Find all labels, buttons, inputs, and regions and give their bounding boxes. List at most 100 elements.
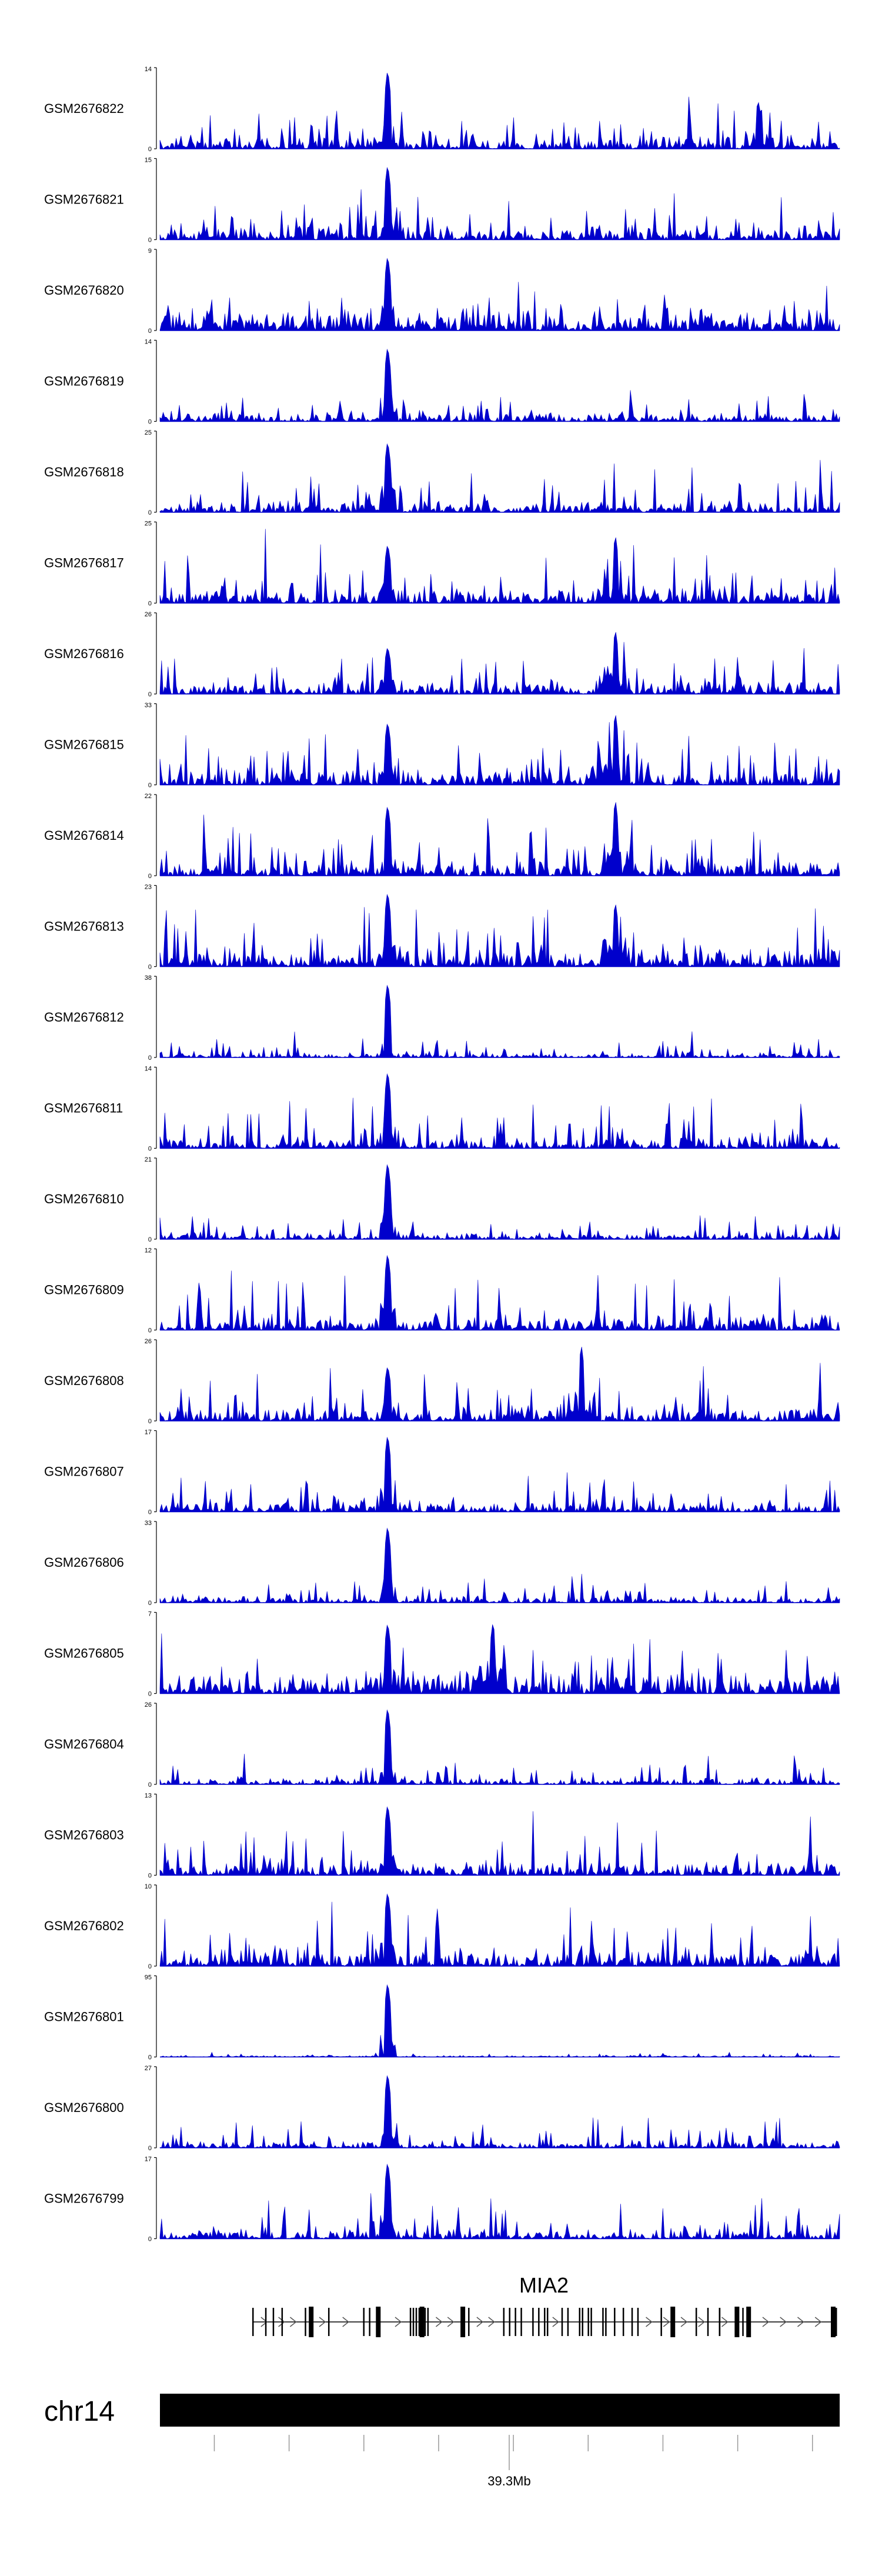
track-GSM2676805: GSM2676805 7 0 [44, 1611, 840, 1698]
track-label: GSM2676811 [44, 1101, 123, 1116]
y-min-label: 0 [148, 691, 152, 698]
gene-exon [719, 2308, 721, 2336]
gene-track: MIA2 [252, 2273, 837, 2337]
track-label: GSM2676807 [44, 1464, 124, 1479]
chromosome-bar [160, 2394, 840, 2427]
y-max-label: 26 [145, 1701, 152, 1709]
track-GSM2676799: GSM2676799 17 0 [44, 2156, 840, 2243]
gene-exon [567, 2308, 569, 2336]
y-min-label: 0 [148, 1418, 152, 1425]
gene-exon-thick [670, 2307, 676, 2337]
y-max-label: 27 [145, 2065, 152, 2072]
chromosome-ideogram: chr14 39.3Mb [44, 2394, 840, 2488]
y-min-label: 0 [148, 1873, 152, 1880]
signal-area [159, 802, 840, 877]
signal-area [159, 893, 840, 967]
y-min-label: 0 [148, 1691, 152, 1698]
y-min-label: 0 [148, 1236, 152, 1243]
signal-area [159, 1527, 840, 1603]
y-max-label: 14 [145, 1066, 152, 1073]
gene-exon [587, 2308, 589, 2336]
chromosome-label: chr14 [44, 2396, 115, 2427]
gene-exon [532, 2308, 534, 2336]
y-min-label: 0 [148, 2054, 152, 2061]
y-min-label: 0 [148, 1146, 152, 1153]
gene-exon [622, 2308, 624, 2336]
y-min-label: 0 [148, 237, 152, 244]
signal-area [159, 443, 840, 513]
y-min-label: 0 [148, 2236, 152, 2243]
strand-arrow [646, 2317, 653, 2327]
track-GSM2676821: GSM2676821 15 0 [44, 157, 840, 244]
gene-exon [695, 2308, 697, 2336]
gene-exon [418, 2308, 420, 2336]
gene-exon [546, 2308, 549, 2336]
track-label: GSM2676800 [44, 2100, 124, 2115]
gene-exon [363, 2308, 365, 2336]
track-GSM2676804: GSM2676804 26 0 [44, 1701, 840, 1788]
track-label: GSM2676805 [44, 1646, 124, 1661]
y-max-label: 33 [145, 702, 152, 709]
y-min-label: 0 [148, 146, 152, 153]
gene-exon-thick [419, 2307, 425, 2337]
y-max-label: 38 [145, 975, 152, 982]
y-max-label: 26 [145, 611, 152, 618]
track-label: GSM2676806 [44, 1555, 124, 1570]
gene-exon [707, 2308, 709, 2336]
track-GSM2676822: GSM2676822 14 0 [44, 66, 840, 153]
track-label: GSM2676812 [44, 1010, 124, 1025]
strand-arrow [552, 2317, 560, 2327]
y-min-label: 0 [148, 1600, 152, 1607]
track-GSM2676810: GSM2676810 21 0 [44, 1156, 840, 1243]
track-label: GSM2676809 [44, 1283, 124, 1297]
y-max-label: 14 [145, 66, 152, 73]
track-GSM2676814: GSM2676814 22 0 [44, 793, 840, 880]
gene-exon [503, 2308, 505, 2336]
track-GSM2676817: GSM2676817 25 0 [44, 520, 840, 608]
gene-exon [520, 2308, 522, 2336]
track-label: GSM2676818 [44, 465, 124, 479]
gene-exon [409, 2308, 412, 2336]
track-label: GSM2676803 [44, 1828, 124, 1843]
y-min-label: 0 [148, 600, 152, 608]
y-max-label: 17 [145, 2156, 152, 2163]
track-label: GSM2676814 [44, 828, 124, 843]
gene-exon [328, 2308, 330, 2336]
y-max-label: 25 [145, 429, 152, 436]
y-max-label: 17 [145, 1429, 152, 1436]
signal-area [159, 1624, 840, 1694]
y-max-label: 13 [145, 1793, 152, 1800]
gene-exon-thick [734, 2307, 740, 2337]
y-max-label: 23 [145, 884, 152, 891]
gene-exon [468, 2308, 470, 2336]
gene-exon [509, 2308, 510, 2336]
strand-arrow [319, 2317, 326, 2327]
track-label: GSM2676802 [44, 1918, 124, 1933]
signal-tracks: GSM2676822140GSM2676821150GSM267682090GS… [44, 66, 840, 2243]
signal-area [159, 632, 840, 695]
signal-area [159, 1806, 840, 1876]
track-label: GSM2676799 [44, 2191, 124, 2206]
gene-exon [415, 2308, 417, 2336]
signal-area [159, 348, 840, 422]
strand-arrow [435, 2317, 443, 2327]
y-min-label: 0 [148, 1327, 152, 1334]
y-min-label: 0 [148, 1055, 152, 1062]
gene-exon [561, 2308, 563, 2336]
y-min-label: 0 [148, 1781, 152, 1788]
y-min-label: 0 [148, 2145, 152, 2152]
strand-arrow [260, 2317, 268, 2327]
track-label: GSM2676817 [44, 556, 124, 570]
gene-exon [538, 2308, 540, 2336]
y-max-label: 33 [145, 1520, 152, 1527]
signal-area [159, 2163, 840, 2240]
gene-exon [281, 2308, 283, 2336]
strand-arrow [780, 2317, 787, 2327]
y-min-label: 0 [148, 1963, 152, 1970]
signal-area [159, 1893, 840, 1967]
signal-area [159, 985, 840, 1058]
y-max-label: 9 [148, 248, 152, 255]
y-max-label: 95 [145, 1974, 152, 1981]
gene-exon [614, 2308, 616, 2336]
signal-area [159, 2075, 840, 2148]
